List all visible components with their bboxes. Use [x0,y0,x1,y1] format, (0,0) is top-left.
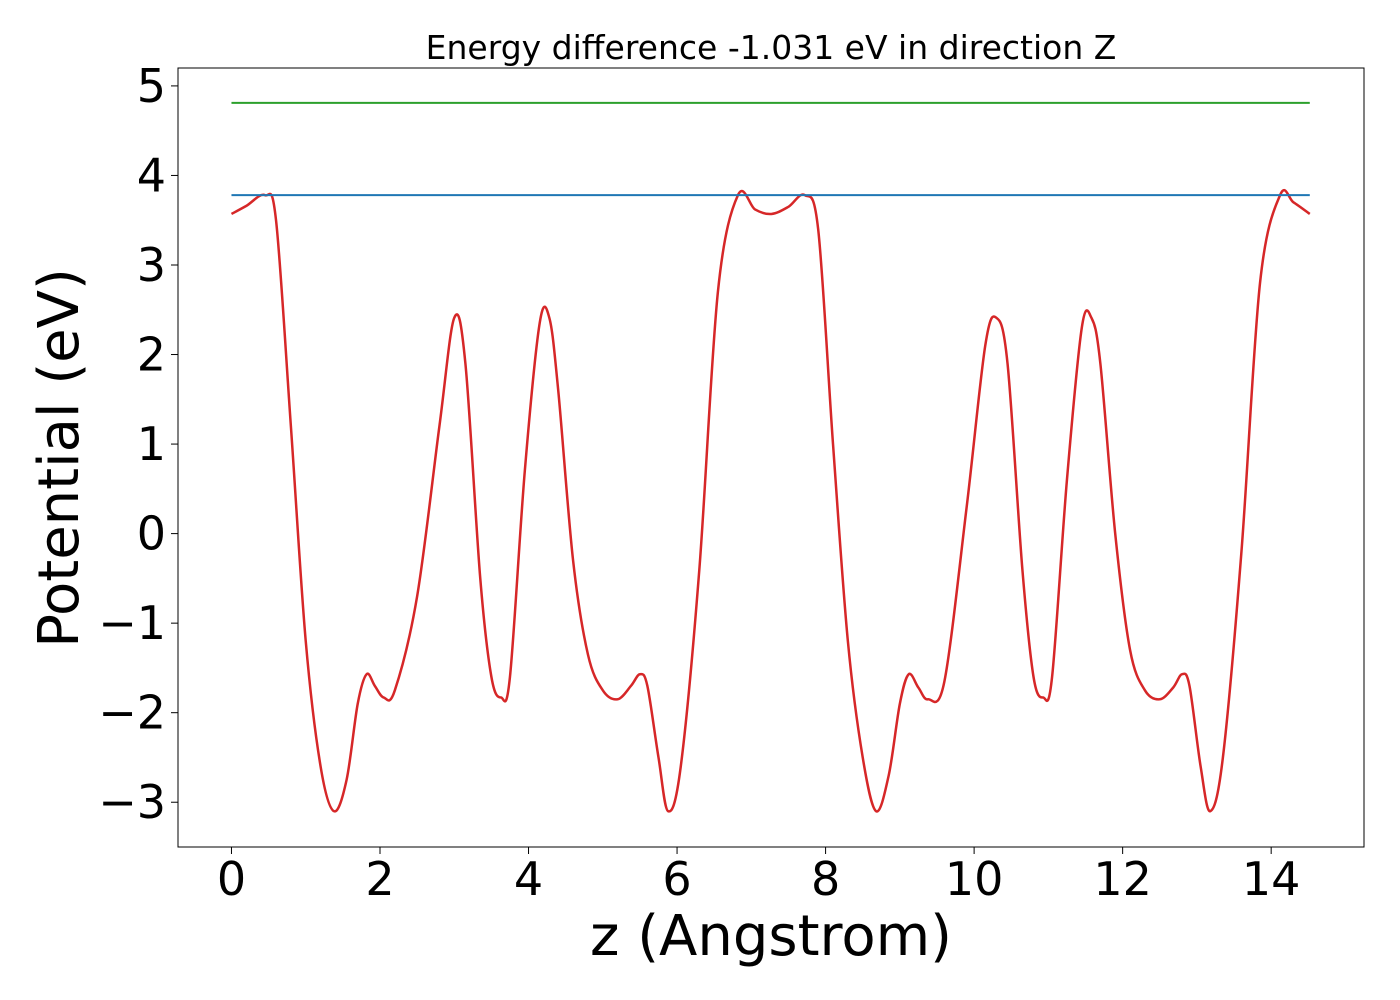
x-tick-label: 8 [811,852,840,906]
chart-title: Energy difference -1.031 eV in direction… [426,28,1117,67]
x-axis-label: z (Angstrom) [590,904,952,969]
x-tick-label: 2 [365,852,394,906]
y-tick-label: −3 [98,775,166,829]
y-tick-label: 1 [137,417,166,471]
x-tick-label: 0 [217,852,246,906]
y-tick-label: 5 [137,59,166,113]
y-tick-label: 4 [137,148,166,202]
x-tick-label: 6 [662,852,691,906]
y-tick-label: −2 [98,686,166,740]
x-tick-label: 12 [1093,852,1152,906]
y-tick-label: 3 [137,238,166,292]
y-tick-label: −1 [98,596,166,650]
x-tick-label: 4 [514,852,543,906]
plot-area-frame [177,67,1365,848]
y-axis-label: Potential (eV) [27,268,92,648]
x-tick-label: 10 [945,852,1004,906]
y-tick-label: 0 [137,507,166,561]
potential-curve [230,188,1311,813]
y-tick-label: 2 [137,328,166,382]
x-tick-label: 14 [1242,852,1301,906]
